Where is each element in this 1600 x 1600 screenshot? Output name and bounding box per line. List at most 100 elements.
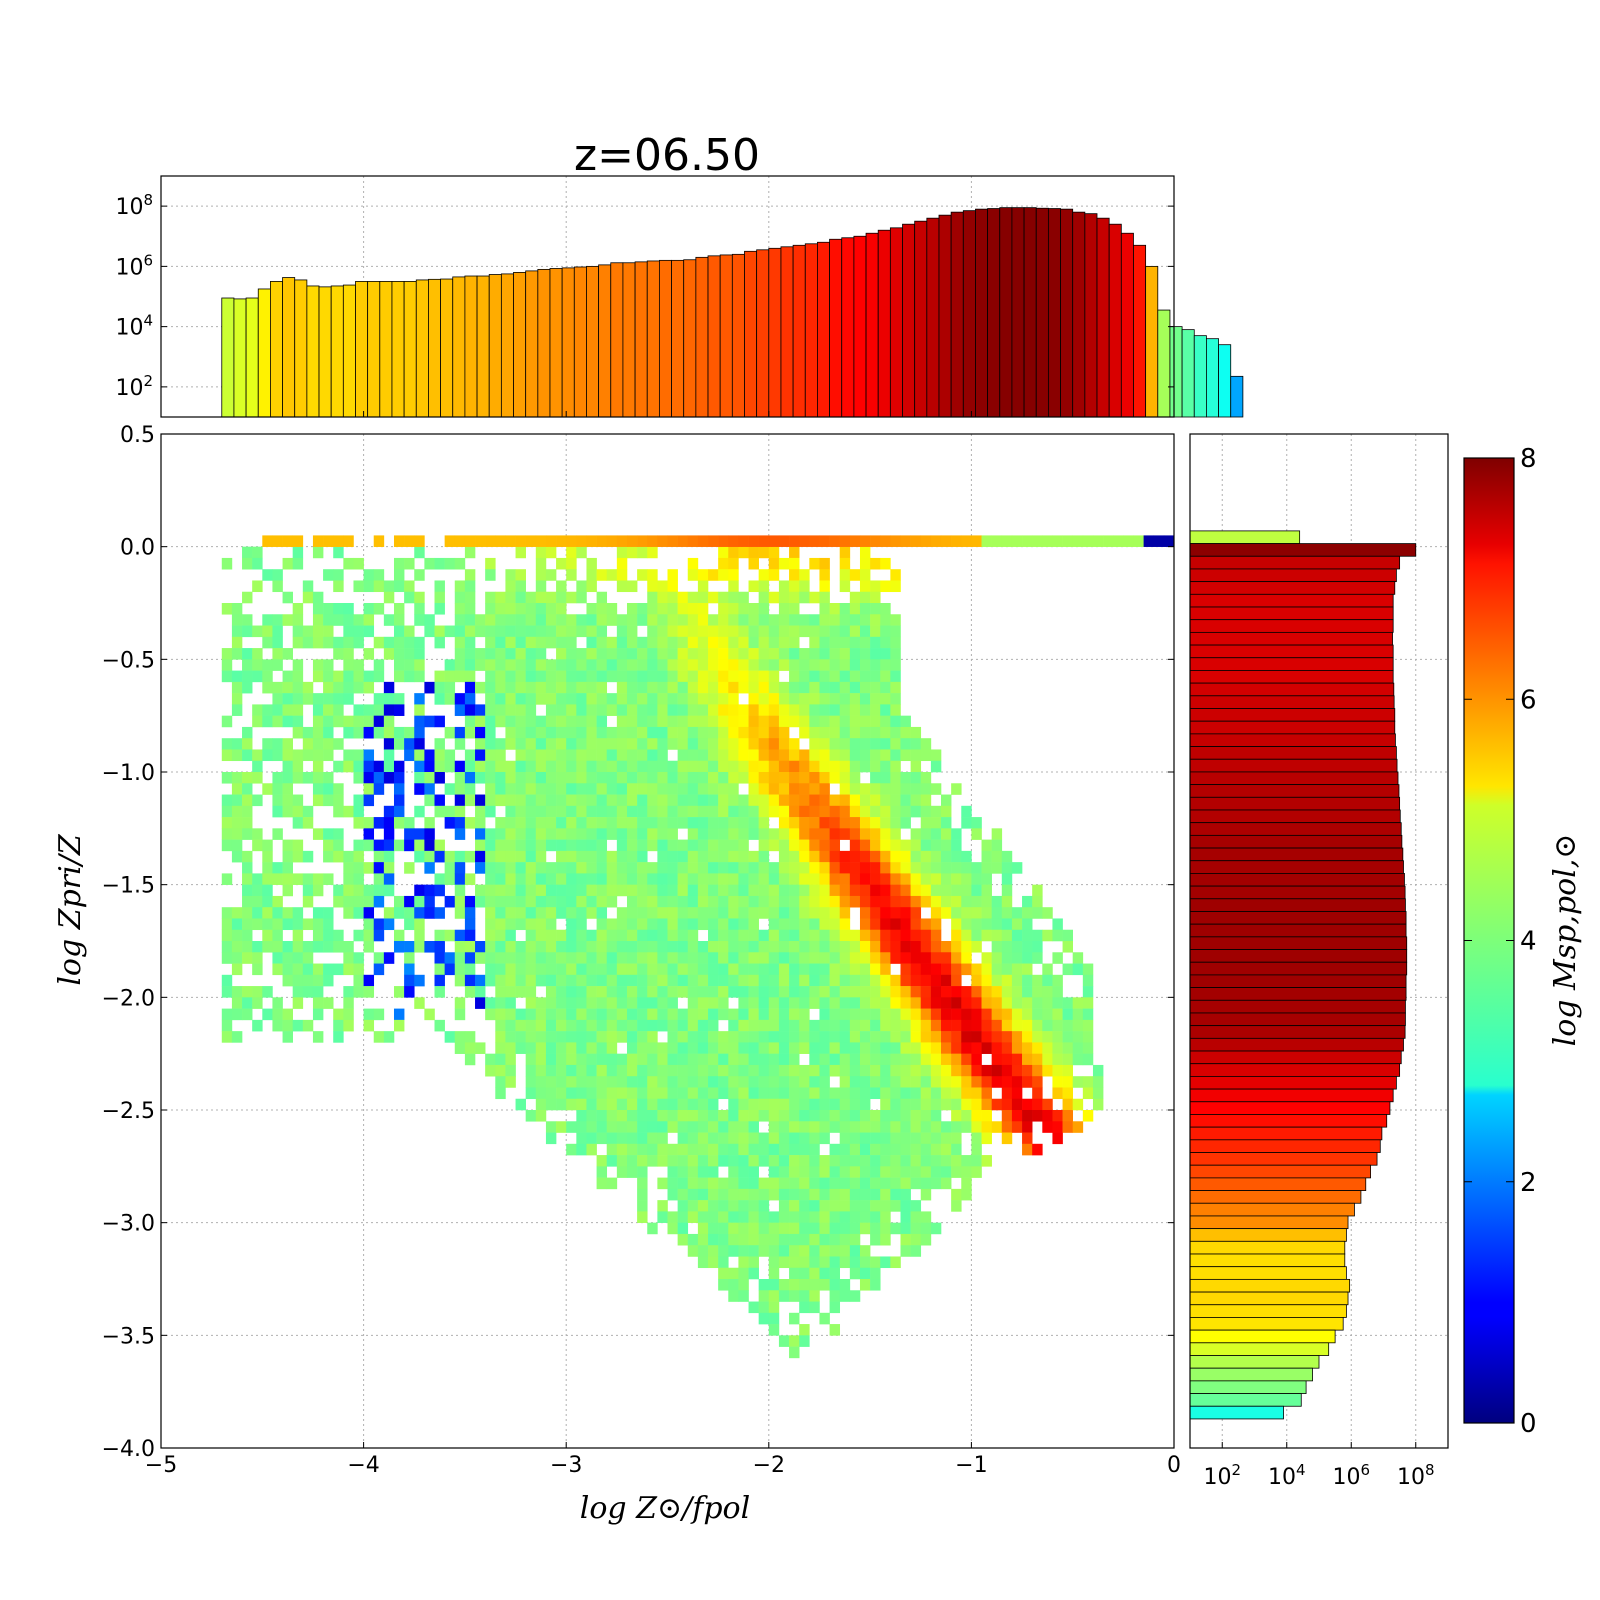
heatmap-cell xyxy=(880,625,891,638)
heatmap-cell xyxy=(495,1019,506,1032)
heatmap-cell xyxy=(312,873,324,885)
heatmap-cell xyxy=(799,1132,810,1145)
heatmap-cell xyxy=(687,704,699,716)
heatmap-cell xyxy=(1072,1098,1084,1111)
heatmap-cell xyxy=(667,862,678,874)
heatmap-cell xyxy=(667,1064,678,1077)
heatmap-cell xyxy=(525,1019,537,1032)
heatmap-cell xyxy=(272,693,283,705)
heatmap-cell xyxy=(697,952,709,964)
heatmap-cell xyxy=(748,580,759,593)
heatmap-cell xyxy=(859,625,871,638)
heatmap-cell xyxy=(525,715,537,728)
heatmap-cell xyxy=(1042,1110,1053,1122)
heatmap-cell xyxy=(910,749,922,762)
heatmap-cell xyxy=(697,918,709,931)
heatmap-cell xyxy=(819,1053,830,1066)
heatmap-cell xyxy=(971,907,982,919)
heatmap-cell xyxy=(464,794,476,807)
heatmap-cell xyxy=(930,918,942,931)
heatmap-cell xyxy=(799,805,810,818)
heatmap-cell xyxy=(870,1200,881,1212)
heatmap-cell xyxy=(839,873,851,885)
right-histogram-bar xyxy=(1189,860,1404,874)
heatmap-cell xyxy=(475,704,486,716)
heatmap-cell xyxy=(839,625,851,638)
heatmap-cell xyxy=(718,1245,729,1257)
heatmap-cell xyxy=(586,670,597,683)
heatmap-cell xyxy=(991,907,1003,919)
heatmap-cell xyxy=(677,1053,689,1066)
heatmap-cell xyxy=(1022,1110,1033,1122)
heatmap-cell xyxy=(951,974,962,987)
top-histogram-bar xyxy=(877,229,891,418)
heatmap-cell xyxy=(930,1087,942,1100)
heatmap-cell xyxy=(819,850,830,863)
heatmap-cell xyxy=(312,591,324,604)
heatmap-cell xyxy=(647,1121,658,1133)
heatmap-cell xyxy=(1062,1008,1073,1021)
heatmap-cell xyxy=(545,1053,557,1066)
heatmap-cell xyxy=(677,1200,689,1212)
heatmap-cell xyxy=(637,974,648,987)
heatmap-cell xyxy=(252,715,263,728)
heatmap-cell xyxy=(616,569,628,581)
heatmap-cell xyxy=(353,805,364,818)
heatmap-cell xyxy=(748,693,759,705)
heatmap-cell xyxy=(809,1155,820,1167)
heatmap-cell xyxy=(566,986,577,998)
heatmap-cell xyxy=(353,614,364,626)
heatmap-cell xyxy=(799,1256,810,1269)
heatmap-cell xyxy=(718,760,729,773)
heatmap-cell xyxy=(393,941,405,953)
heatmap-cell xyxy=(535,636,547,649)
heatmap-cell xyxy=(282,614,293,626)
heatmap-cell xyxy=(353,625,364,638)
heatmap-cell xyxy=(778,603,790,615)
heatmap-cell xyxy=(576,1019,587,1032)
heatmap-cell xyxy=(414,738,425,750)
heatmap-cell xyxy=(323,636,334,649)
heatmap-cell xyxy=(647,580,658,593)
heatmap-cell xyxy=(839,603,851,615)
heatmap-cell xyxy=(819,907,830,919)
heatmap-cell xyxy=(859,850,871,863)
heatmap-cell xyxy=(464,986,476,998)
heatmap-cell xyxy=(991,1064,1003,1077)
heatmap-cell xyxy=(809,1143,820,1156)
heatmap-cell xyxy=(596,941,608,953)
heatmap-cell xyxy=(738,873,749,885)
heatmap-cell xyxy=(839,952,851,964)
heatmap-cell xyxy=(556,839,567,852)
heatmap-cell xyxy=(961,941,972,953)
heatmap-cell xyxy=(596,591,608,604)
heatmap-cell xyxy=(221,749,233,762)
heatmap-cell xyxy=(576,952,587,964)
heatmap-cell xyxy=(231,603,243,615)
right-histogram-bar xyxy=(1189,1152,1378,1166)
heatmap-cell xyxy=(697,648,709,660)
heatmap-cell xyxy=(626,659,638,671)
heatmap-cell xyxy=(728,1211,739,1223)
heatmap-cell xyxy=(657,693,668,705)
heatmap-cell xyxy=(1032,1031,1043,1043)
heatmap-cell xyxy=(708,805,719,818)
heatmap-cell xyxy=(920,963,932,976)
heatmap-cell xyxy=(758,1188,770,1201)
heatmap-cell xyxy=(829,941,841,953)
heatmap-cell xyxy=(870,794,881,807)
heatmap-cell xyxy=(738,839,749,852)
heatmap-cell xyxy=(839,693,851,705)
heatmap-cell xyxy=(353,659,364,671)
heatmap-cell xyxy=(920,1132,932,1145)
heatmap-cell xyxy=(505,704,516,716)
heatmap-cell xyxy=(758,1279,770,1291)
heatmap-cell xyxy=(272,997,283,1009)
heatmap-cell xyxy=(951,1076,962,1088)
heatmap-cell xyxy=(829,1031,841,1043)
heatmap-cell xyxy=(312,974,324,987)
heatmap-cell xyxy=(738,1267,749,1280)
heatmap-cell xyxy=(687,873,699,885)
heatmap-cell xyxy=(545,1008,557,1021)
